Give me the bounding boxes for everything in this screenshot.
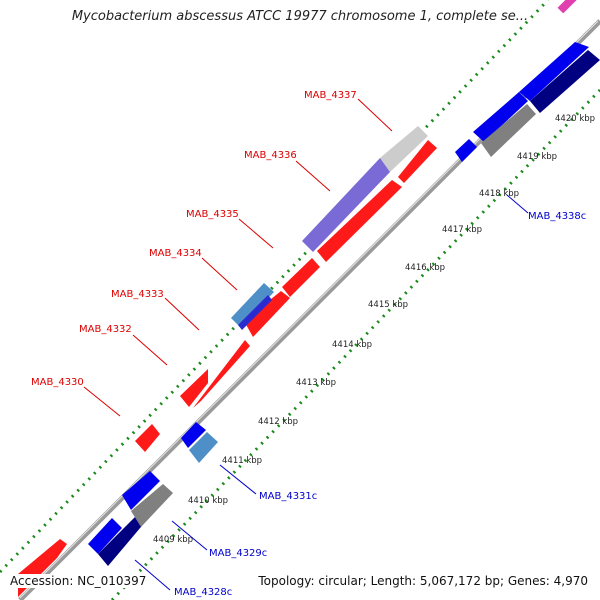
gene-mab-4337[interactable] xyxy=(380,126,428,172)
leader-mab-4332 xyxy=(132,334,168,366)
leader-mab-4336 xyxy=(295,160,331,192)
gene-mab-4340c[interactable] xyxy=(519,42,589,101)
label-mab-4333: MAB_4333 xyxy=(111,289,164,300)
tick-4412-kbp: 4412 kbp xyxy=(258,417,298,427)
leader-mab-4331c xyxy=(219,464,257,495)
leader-mab-4333 xyxy=(164,297,200,331)
gene-mab-4334-dark[interactable] xyxy=(238,295,272,330)
gene-mab-4329c[interactable] xyxy=(122,471,160,510)
accession-label: Accession: NC_010397 xyxy=(8,574,149,588)
gene-mab-4339c[interactable] xyxy=(473,92,528,142)
leader-mab-4337 xyxy=(357,98,393,132)
gene-mab-4332[interactable] xyxy=(193,340,250,408)
label-mab-4337: MAB_4337 xyxy=(304,90,357,101)
gene-mab-4336-violet[interactable] xyxy=(302,158,390,252)
leader-mab-4328c xyxy=(134,559,171,591)
gene-mab-4330[interactable] xyxy=(135,424,160,452)
tick-4419-kbp: 4419 kbp xyxy=(517,152,557,162)
leader-mab-4338c xyxy=(506,194,529,214)
tick-4416-kbp: 4416 kbp xyxy=(405,263,445,273)
gene-mab-4341c[interactable] xyxy=(530,50,600,113)
tick-4410-kbp: 4410 kbp xyxy=(188,496,228,506)
gc-track-outer xyxy=(0,0,550,574)
label-mab-4329c: MAB_4329c xyxy=(209,548,267,559)
tick-4415-kbp: 4415 kbp xyxy=(368,300,408,310)
label-mab-4332: MAB_4332 xyxy=(79,324,132,335)
label-leaders xyxy=(83,98,529,591)
gene-mab-4331[interactable] xyxy=(180,369,208,407)
leader-mab-4334 xyxy=(201,257,238,291)
tick-4414-kbp: 4414 kbp xyxy=(332,340,372,350)
leader-mab-4330 xyxy=(83,386,121,417)
gene-mab-4331c[interactable] xyxy=(181,422,206,448)
label-mab-4336: MAB_4336 xyxy=(244,150,297,161)
tick-4409-kbp: 4409 kbp xyxy=(153,535,193,545)
label-mab-4338c: MAB_4338c xyxy=(528,211,586,222)
tick-4413-kbp: 4413 kbp xyxy=(296,378,336,388)
gc-track-inner xyxy=(110,88,600,600)
label-mab-4334: MAB_4334 xyxy=(149,248,202,259)
label-mab-4330: MAB_4330 xyxy=(31,377,84,388)
tick-4418-kbp: 4418 kbp xyxy=(479,189,519,199)
gene-mab-4336[interactable] xyxy=(398,140,437,183)
tick-4417-kbp: 4417 kbp xyxy=(442,225,482,235)
reverse-strand-genes xyxy=(88,42,600,566)
gene-mab-4329-gray[interactable] xyxy=(131,484,173,527)
gene-mab-4331c-steel[interactable] xyxy=(189,432,218,463)
tick-4420-kbp: 4420 kbp xyxy=(555,114,595,124)
gene-mab-4328c[interactable] xyxy=(98,515,146,566)
gene-mab-4328[interactable] xyxy=(88,518,122,554)
gene-mab-4327[interactable] xyxy=(18,539,67,597)
gene-mab-4339-gray[interactable] xyxy=(481,104,536,157)
gene-fragment-topright[interactable] xyxy=(557,0,585,14)
label-mab-4335: MAB_4335 xyxy=(186,209,239,220)
gene-mab-4335[interactable] xyxy=(317,180,402,262)
gene-mab-4333[interactable] xyxy=(244,291,290,337)
leader-mab-4335 xyxy=(238,218,274,249)
forward-strand-genes xyxy=(18,140,437,597)
genome-summary: Topology: circular; Length: 5,067,172 bp… xyxy=(256,574,590,588)
gene-mab-4338c[interactable] xyxy=(455,139,477,162)
map-title: Mycobacterium abscessus ATCC 19977 chrom… xyxy=(71,9,529,24)
label-mab-4331c: MAB_4331c xyxy=(259,491,317,502)
label-mab-4328c: MAB_4328c xyxy=(174,587,232,598)
leader-mab-4329c xyxy=(171,520,208,551)
gene-mab-4334-steel[interactable] xyxy=(231,283,274,327)
tick-4411-kbp: 4411 kbp xyxy=(222,456,262,466)
gene-mab-4334[interactable] xyxy=(282,258,320,297)
